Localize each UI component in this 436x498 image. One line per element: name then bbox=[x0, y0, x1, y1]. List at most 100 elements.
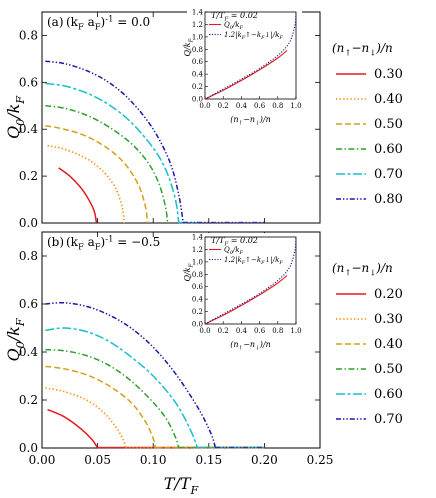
y-tick-label: 0.6 bbox=[19, 297, 38, 311]
series-line-0.70 bbox=[45, 301, 217, 449]
inset-y-tick-label: 1.4 bbox=[192, 9, 204, 17]
series-line-0.30 bbox=[58, 167, 98, 224]
inset-title: T/TF = 0.02 bbox=[211, 11, 258, 22]
inset-x-tick-label: 0.2 bbox=[218, 327, 229, 335]
x-tick-label: 0.00 bbox=[29, 453, 56, 467]
inset-x-tick-label: 0.8 bbox=[272, 102, 283, 110]
inset-series-line bbox=[204, 11, 297, 100]
legend-label: 0.60 bbox=[374, 387, 403, 402]
series-line-0.50 bbox=[45, 124, 149, 224]
y-tick-label: 0.4 bbox=[19, 345, 38, 359]
inset-y-tick-label: 1.2 bbox=[192, 246, 203, 254]
legend-title: (n↑−n↓)/n bbox=[332, 41, 393, 58]
legend-title: (n↑−n↓)/n bbox=[332, 261, 393, 278]
inset-x-tick-label: 1.0 bbox=[290, 102, 301, 110]
inset-y-tick-label: 1.4 bbox=[192, 234, 204, 242]
inset-background bbox=[187, 233, 302, 354]
y-tick-label: 0.6 bbox=[19, 75, 38, 89]
legend-label: 0.30 bbox=[374, 312, 403, 327]
y-tick-label: 0.4 bbox=[19, 122, 38, 136]
inset-y-tick-label: 0.4 bbox=[192, 71, 204, 79]
series-line-0.20 bbox=[47, 408, 99, 449]
x-tick-label: 0.10 bbox=[140, 453, 167, 467]
panel-label: (b) bbox=[47, 235, 64, 249]
inset-legend-label: Q0/kF bbox=[224, 246, 243, 256]
series-line-0.30 bbox=[45, 387, 127, 449]
x-tick-label: 0.05 bbox=[84, 453, 111, 467]
y-tick-label: 0.2 bbox=[19, 169, 38, 183]
inset-y-tick-label: 0.2 bbox=[192, 83, 203, 91]
inset-chart: 0.0 0.2 0.4 0.6 0.8 1.0 1.2 1.4 0.0 0.2 0.4 0.6 0.8 1… bbox=[183, 8, 302, 129]
inset-y-tick-label: 1.2 bbox=[192, 21, 203, 29]
series-line-0.40 bbox=[45, 365, 157, 449]
inset-legend-label: 1.2|kF↑−kF↓|/kF bbox=[224, 256, 283, 266]
inset-frame bbox=[204, 11, 297, 100]
inset-chart: 0.0 0.2 0.4 0.6 0.8 1.0 1.2 1.4 0.0 0.2 0.4 0.6 0.8 1… bbox=[183, 233, 302, 354]
inset-y-tick-label: 0.6 bbox=[192, 283, 204, 291]
inset-x-tick-label: 0.0 bbox=[199, 327, 210, 335]
inset-y-tick-label: 1.0 bbox=[192, 33, 203, 41]
panel-b: 0.0 0.2 0.4 0.6 0.8 Q0/kF (b) (kF aF)-1 = −0.5 (… bbox=[4, 231, 403, 497]
legend-label: 0.70 bbox=[374, 412, 403, 427]
inset-x-tick-label: 1.0 bbox=[290, 327, 301, 335]
y-axis-label: Q0/kF bbox=[4, 317, 27, 361]
y-tick-label: 0.2 bbox=[19, 393, 38, 407]
inset-series-line bbox=[204, 236, 297, 325]
x-tick-label: 0.25 bbox=[307, 453, 334, 467]
inset-series-line bbox=[204, 275, 288, 325]
inset-y-tick-label: 0.4 bbox=[192, 296, 204, 304]
inset-x-axis-label: (n↑−n↓)/n bbox=[230, 340, 270, 351]
series-line-0.70 bbox=[45, 82, 180, 224]
y-tick-label: 0.8 bbox=[19, 249, 38, 263]
inset-y-tick-label: 1.0 bbox=[192, 258, 203, 266]
inset-y-axis-label: Q/kF bbox=[183, 37, 194, 56]
inset-y-axis-label: Q/kF bbox=[183, 262, 194, 281]
inset-frame bbox=[204, 236, 297, 325]
interaction-label: (kF aF)-1 = 0.0 bbox=[66, 13, 150, 31]
x-axis-label: T/TF bbox=[164, 474, 200, 497]
inset-x-tick-label: 0.0 bbox=[199, 102, 210, 110]
inset-x-axis-label: (n↑−n↓)/n bbox=[230, 115, 270, 126]
y-tick-label: 0.0 bbox=[19, 441, 38, 455]
inset-y-tick-label: 0.0 bbox=[192, 96, 203, 104]
inset-y-tick-label: 0.0 bbox=[192, 321, 203, 329]
y-axis-label: Q0/kF bbox=[4, 95, 27, 139]
legend: (n↑−n↓)/n 0.20 0.30 0.40 0.50 0.60 0.70 bbox=[332, 261, 403, 427]
panel-a: 0.0 0.2 0.4 0.6 0.8 Q0/kF (a) (kF aF)-1 = 0.0 (n… bbox=[4, 8, 403, 230]
legend-label: 0.40 bbox=[374, 92, 403, 107]
legend-label: 0.80 bbox=[374, 192, 403, 207]
legend-label: 0.60 bbox=[374, 142, 403, 157]
series-line-0.40 bbox=[47, 144, 126, 224]
inset-y-tick-label: 0.8 bbox=[192, 46, 203, 54]
panel-label: (a) bbox=[47, 15, 64, 29]
inset-title: T/TF = 0.02 bbox=[211, 236, 258, 247]
legend-label: 0.40 bbox=[374, 337, 403, 352]
x-tick-label: 0.20 bbox=[251, 453, 278, 467]
series-line-0.50 bbox=[45, 348, 180, 449]
y-tick-label: 0.8 bbox=[19, 28, 38, 42]
y-tick-label: 0.0 bbox=[19, 216, 38, 230]
inset-legend-label: Q0/kF bbox=[224, 21, 243, 31]
inset-y-tick-label: 0.8 bbox=[192, 271, 203, 279]
inset-x-tick-label: 0.6 bbox=[254, 327, 266, 335]
x-tick-label: 0.15 bbox=[195, 453, 222, 467]
legend-label: 0.30 bbox=[374, 67, 403, 82]
legend-label: 0.20 bbox=[374, 287, 403, 302]
inset-x-tick-label: 0.8 bbox=[272, 327, 283, 335]
series-line-0.80 bbox=[45, 60, 184, 224]
legend-label: 0.50 bbox=[374, 117, 403, 132]
series-line-0.60 bbox=[45, 327, 199, 449]
inset-series-line bbox=[204, 50, 288, 100]
inset-background bbox=[187, 8, 302, 129]
interaction-label: (kF aF)-1 = −0.5 bbox=[66, 233, 160, 251]
inset-x-tick-label: 0.4 bbox=[236, 327, 248, 335]
series-line-0.60 bbox=[45, 105, 169, 224]
inset-legend-label: 1.2|kF↑−kF↓|/kF bbox=[224, 31, 283, 41]
inset-x-tick-label: 0.4 bbox=[236, 102, 248, 110]
legend-label: 0.70 bbox=[374, 167, 403, 182]
legend: (n↑−n↓)/n 0.30 0.40 0.50 0.60 0.70 0.80 bbox=[332, 41, 403, 207]
inset-y-tick-label: 0.2 bbox=[192, 308, 203, 316]
legend-label: 0.50 bbox=[374, 362, 403, 377]
inset-x-tick-label: 0.6 bbox=[254, 102, 266, 110]
